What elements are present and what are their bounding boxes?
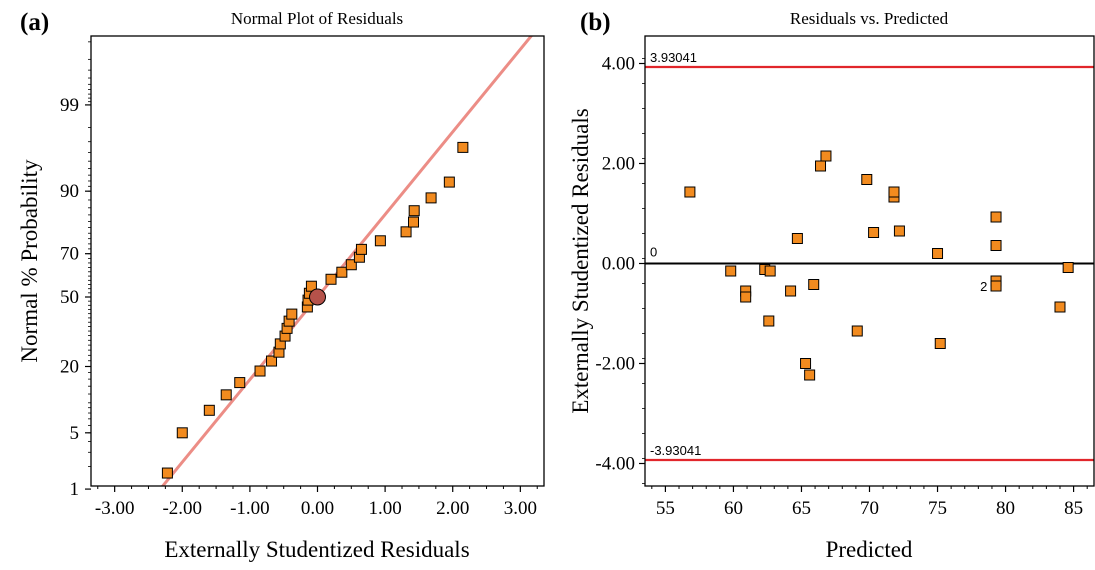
residual-point xyxy=(851,325,863,337)
x-tick-label: 80 xyxy=(996,498,1015,519)
panel-a-marks xyxy=(160,36,534,486)
residual-point xyxy=(374,235,386,247)
residual-point xyxy=(820,150,832,162)
panel-b-x-axis-title: Predicted xyxy=(826,537,913,562)
y-tick-label: 20 xyxy=(60,356,79,377)
residual-point xyxy=(161,467,173,479)
panel-a-y-axis-title: Normal % Probability xyxy=(17,159,42,363)
residual-point xyxy=(443,176,455,188)
panel-b-y-axis-title: Externally Studentized Residuals xyxy=(568,108,593,413)
y-tick-label: 1 xyxy=(70,479,80,500)
residual-point xyxy=(1054,301,1066,313)
panel-a: (a) Normal Plot of Residuals -3.00 -2.00-… xyxy=(17,9,545,562)
panel-a-label: (a) xyxy=(20,9,49,36)
y-tick-label: 4.00 xyxy=(602,54,635,75)
panel-a-title: Normal Plot of Residuals xyxy=(231,9,403,28)
x-tick-label: -3.00 xyxy=(95,498,135,519)
residual-point xyxy=(266,355,278,367)
residual-point xyxy=(234,377,246,389)
panel-a-axes: -3.00 -2.00 -1.00 0.00 1.00 2.00 3.00 1 5 20 50 70 9… xyxy=(60,41,538,519)
residual-point xyxy=(990,280,1002,292)
residual-point xyxy=(785,285,797,297)
y-tick-label: 90 xyxy=(60,181,79,202)
residual-point xyxy=(932,248,944,259)
panel-b-label: (b) xyxy=(580,9,611,36)
zero-line-label: 0 xyxy=(650,245,657,260)
residual-point xyxy=(764,265,776,277)
residual-point xyxy=(868,227,880,238)
residual-point xyxy=(254,365,266,377)
residual-point xyxy=(791,233,803,244)
residual-point xyxy=(408,205,420,217)
residual-point xyxy=(804,369,816,381)
x-tick-label: 60 xyxy=(724,498,743,519)
residual-point xyxy=(740,291,752,303)
residual-point xyxy=(800,358,812,369)
residual-point xyxy=(457,141,469,153)
panel-a-plot-area xyxy=(90,35,545,487)
x-tick-label: 2.00 xyxy=(436,498,469,519)
x-tick-label: -2.00 xyxy=(162,498,202,519)
y-tick-label: 99 xyxy=(60,95,79,116)
residual-point xyxy=(990,240,1002,251)
x-tick-label: 55 xyxy=(656,498,675,519)
residual-point xyxy=(400,226,412,238)
residual-point xyxy=(861,174,873,185)
x-tick-label: 85 xyxy=(1064,498,1083,519)
panel-b-title: Residuals vs. Predicted xyxy=(790,9,949,28)
residual-point xyxy=(203,404,215,416)
residual-point xyxy=(684,186,696,198)
x-tick-label: 3.00 xyxy=(504,498,537,519)
x-tick-label: -1.00 xyxy=(230,498,270,519)
y-tick-label: 0.00 xyxy=(602,254,635,275)
residual-point xyxy=(286,308,298,320)
panel-b: (b) Residuals vs. Predicted 3.93041 -3.93… xyxy=(568,9,1095,562)
mean-marker xyxy=(309,288,326,306)
residual-point xyxy=(425,192,437,204)
x-tick-label: 65 xyxy=(792,498,811,519)
residual-point xyxy=(220,389,232,401)
limit-line-label: 3.93041 xyxy=(650,50,697,65)
residual-point xyxy=(1062,262,1074,273)
y-tick-label: -4.00 xyxy=(595,454,635,475)
residual-point xyxy=(408,216,420,228)
residual-point xyxy=(815,160,827,172)
limit-line-label: -3.93041 xyxy=(650,443,701,458)
x-tick-label: 75 xyxy=(928,498,947,519)
residual-point xyxy=(345,259,357,271)
residual-point xyxy=(355,243,367,255)
y-tick-label: -2.00 xyxy=(595,354,635,375)
panel-b-axes: 55 60 65 70 75 80 85 -4.00 -2.00 0.00 2.00 4.00 xyxy=(595,54,1088,519)
y-tick-label: 2.00 xyxy=(602,154,635,175)
residual-point xyxy=(990,211,1002,223)
residual-point xyxy=(336,266,348,278)
panel-b-marks: 3.93041 -3.93041 0 2 xyxy=(645,50,1094,462)
y-tick-label: 70 xyxy=(60,244,79,265)
panel-b-frame xyxy=(644,35,1095,487)
residual-point xyxy=(934,338,946,349)
panel-a-x-axis-title: Externally Studentized Residuals xyxy=(164,537,469,562)
y-tick-label: 50 xyxy=(60,287,79,308)
x-tick-label: 1.00 xyxy=(368,498,401,519)
residual-point xyxy=(176,427,188,439)
residual-point xyxy=(763,315,775,327)
x-tick-label: 0.00 xyxy=(301,498,334,519)
residual-point xyxy=(725,265,737,277)
residual-point xyxy=(893,225,905,237)
residual-point xyxy=(325,273,337,285)
point-count-annotation: 2 xyxy=(980,279,987,294)
residual-point xyxy=(808,279,820,290)
residual-point xyxy=(888,186,900,198)
y-tick-label: 5 xyxy=(70,423,80,444)
panel-b-plot-area: 3.93041 -3.93041 0 2 xyxy=(644,35,1095,487)
x-tick-label: 70 xyxy=(860,498,879,519)
